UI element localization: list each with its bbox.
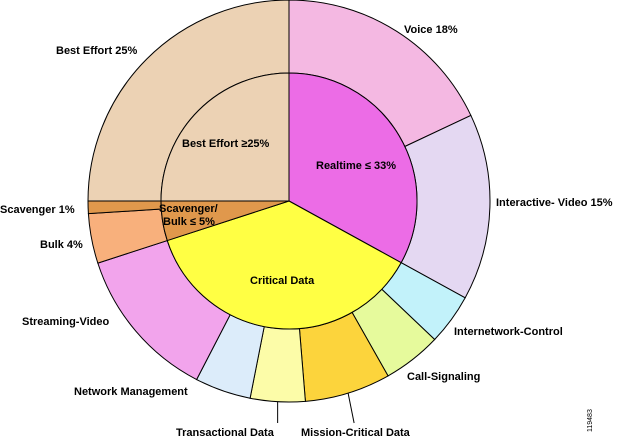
- inner-label-scavenger-bulk-line1: Scavenger/: [159, 203, 218, 215]
- outer-label-streaming-video: Streaming-Video: [22, 316, 109, 328]
- inner-label-critical-data: Critical Data: [250, 275, 315, 287]
- leader-lines: [277, 393, 355, 424]
- inner-ring: [160, 72, 418, 330]
- outer-label-scavenger: Scavenger 1%: [0, 204, 75, 216]
- outer-label-bulk: Bulk 4%: [40, 239, 83, 251]
- inner-slice-realtime-33: [288, 72, 418, 264]
- inner-label-scavenger-bulk: Scavenger/ Bulk ≤ 5%: [159, 203, 221, 228]
- inner-label-scavenger-bulk-line2: Bulk ≤ 5%: [163, 216, 215, 228]
- outer-label-call-signaling: Call-Signaling: [407, 371, 480, 383]
- outer-label-transactional-data: Transactional Data: [176, 427, 275, 439]
- outer-label-best-effort: Best Effort 25%: [56, 45, 138, 57]
- outer-label-mission-critical-data: Mission-Critical Data: [301, 427, 411, 439]
- inner-slice-critical-data: [166, 200, 402, 330]
- outer-ring: [87, 0, 491, 403]
- outer-label-voice: Voice 18%: [404, 24, 458, 36]
- outer-label-internetwork-control: Internetwork-Control: [454, 326, 563, 338]
- leader-line-mission-critical-data: [347, 393, 355, 424]
- outer-label-interactive-video: Interactive- Video 15%: [496, 197, 613, 209]
- outer-label-network-management: Network Management: [74, 386, 188, 398]
- inner-label-realtime: Realtime ≤ 33%: [316, 160, 396, 172]
- inner-label-best-effort: Best Effort ≥25%: [182, 138, 270, 150]
- inner-slice-best-effort-25: [160, 72, 290, 202]
- figure-id: 119483: [587, 409, 594, 432]
